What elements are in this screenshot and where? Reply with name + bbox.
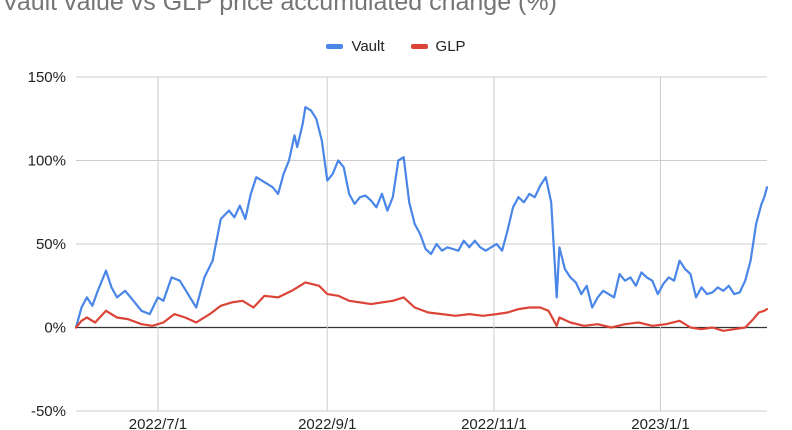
y-tick-label: 100% bbox=[28, 153, 66, 170]
y-tick-label: 150% bbox=[28, 69, 66, 86]
x-tick-label: 2022/9/1 bbox=[298, 416, 356, 430]
chart-title: Vault value vs GLP price accumulated cha… bbox=[2, 0, 557, 16]
legend-label-glp: GLP bbox=[435, 38, 466, 55]
chart-legend: Vault GLP bbox=[0, 38, 792, 55]
x-tick-label: 2022/7/1 bbox=[129, 416, 187, 430]
x-axis-labels: 2022/7/1 2022/9/1 2022/11/1 2023/1/1 bbox=[129, 416, 690, 430]
legend-item-vault[interactable]: Vault bbox=[326, 38, 385, 55]
y-tick-label: -50% bbox=[31, 403, 66, 420]
y-tick-label: 0% bbox=[44, 320, 66, 337]
legend-swatch-glp bbox=[410, 44, 428, 49]
x-tick-label: 2023/1/1 bbox=[631, 416, 689, 430]
gridlines bbox=[76, 76, 767, 412]
series-line-glp bbox=[74, 281, 769, 332]
legend-item-glp[interactable]: GLP bbox=[410, 38, 466, 55]
y-tick-label: 50% bbox=[36, 236, 66, 253]
series-line-vault bbox=[74, 106, 769, 329]
y-axis-labels: 150% 100% 50% 0% -50% bbox=[28, 69, 66, 420]
legend-label-vault: Vault bbox=[351, 38, 385, 55]
series-lines bbox=[74, 106, 769, 332]
legend-swatch-vault bbox=[326, 44, 344, 49]
x-tick-label: 2022/11/1 bbox=[461, 416, 527, 430]
